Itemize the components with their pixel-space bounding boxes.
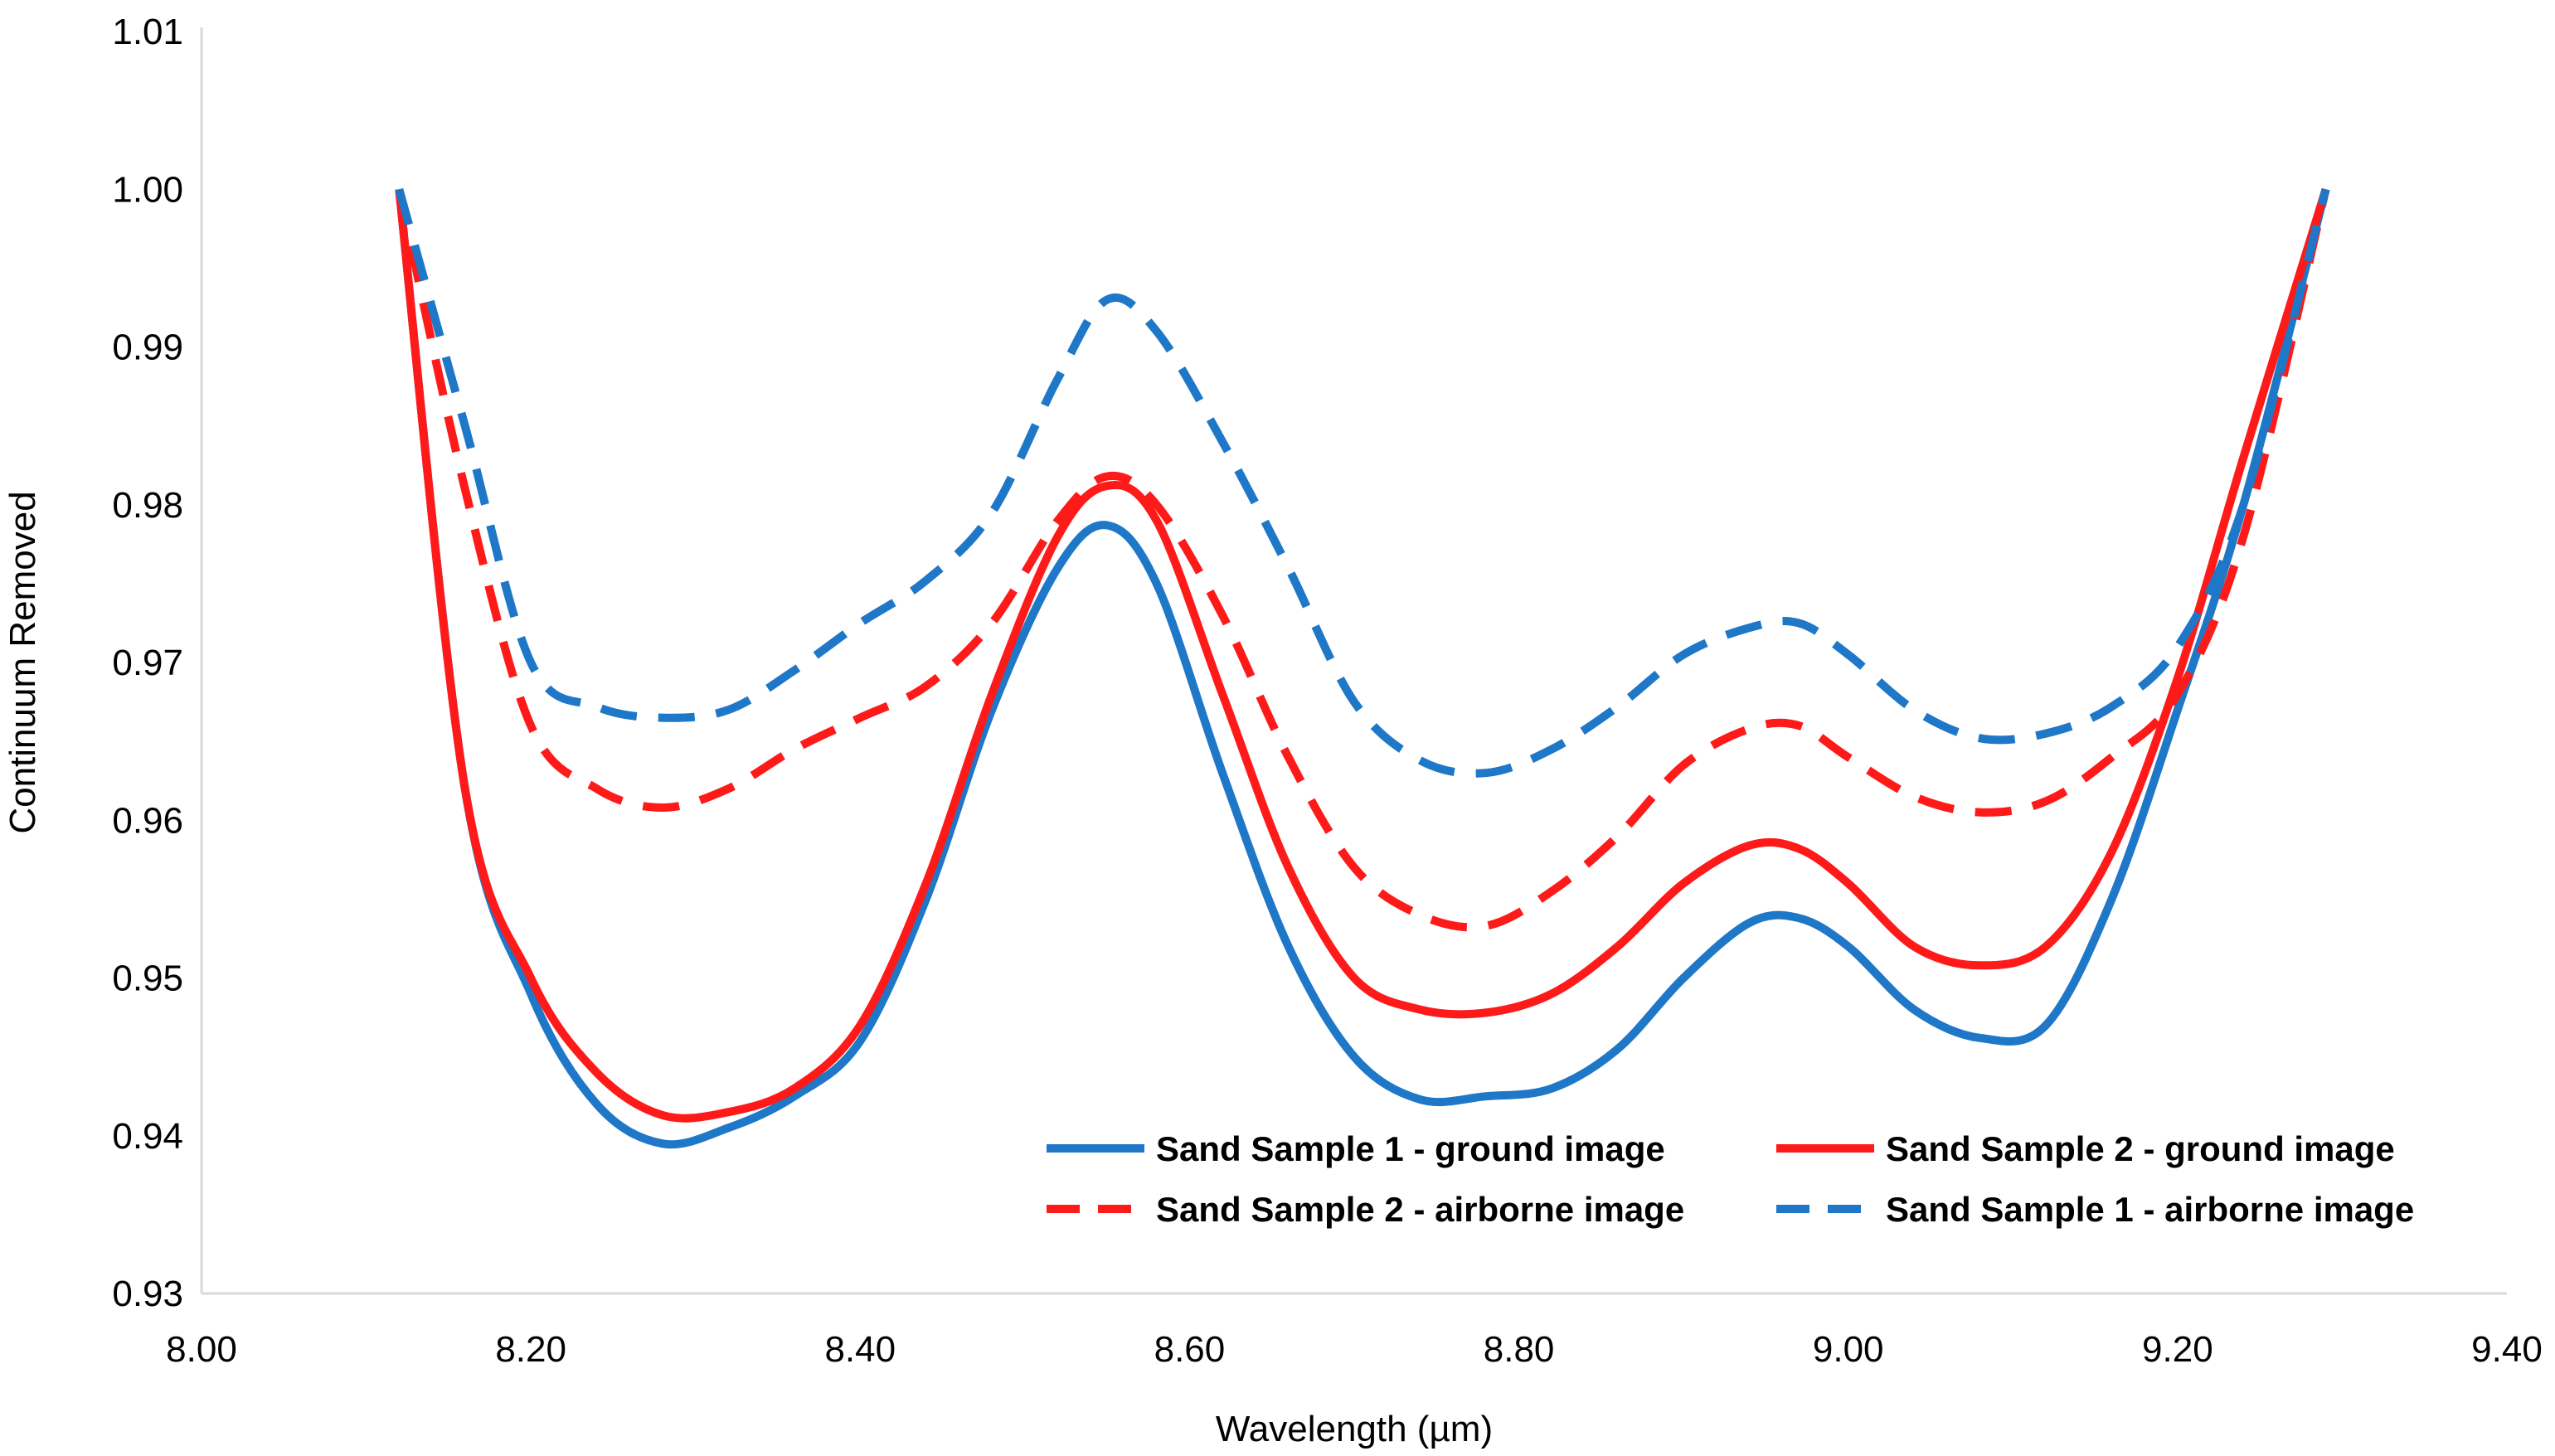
axes [200, 27, 2507, 1295]
y-tick-label: 0.96 [112, 800, 183, 841]
series-line-sand-sample-2-airborne-image [395, 188, 2330, 932]
series-line-sand-sample-1-ground-image [395, 188, 2330, 1149]
y-axis-title: Continuum Removed [2, 491, 43, 833]
legend-label: Sand Sample 1 - airborne image [1886, 1190, 2414, 1229]
y-tick-label: 0.99 [112, 328, 183, 368]
series-lines [395, 187, 2330, 1149]
x-tick-label: 8.60 [1154, 1329, 1226, 1370]
y-tick-label: 0.98 [112, 485, 183, 526]
series-line-sand-sample-2-ground-image [395, 187, 2330, 1123]
y-tick-label: 1.00 [112, 169, 183, 210]
x-axis-title: Wavelength (µm) [1216, 1409, 1493, 1449]
x-tick-label: 9.40 [2471, 1329, 2543, 1370]
y-tick-label: 0.94 [112, 1116, 183, 1157]
x-tick-label: 9.20 [2142, 1329, 2213, 1370]
x-tick-label: 9.00 [1813, 1329, 1884, 1370]
y-tick-label: 0.97 [112, 643, 183, 683]
y-tick-label: 1.01 [112, 12, 183, 52]
x-axis-ticks: 8.00 8.20 8.40 8.60 8.80 9.00 9.20 9.40 [166, 1329, 2543, 1370]
x-tick-label: 8.00 [166, 1329, 237, 1370]
y-axis-ticks: 0.93 0.94 0.95 0.96 0.97 0.98 0.99 1.00 1.01 [112, 12, 183, 1314]
legend-label: Sand Sample 2 - airborne image [1156, 1190, 1684, 1229]
legend-label: Sand Sample 2 - ground image [1886, 1129, 2395, 1168]
y-tick-label: 0.93 [112, 1274, 183, 1314]
legend-label: Sand Sample 1 - ground image [1156, 1129, 1665, 1168]
x-tick-label: 8.20 [495, 1329, 566, 1370]
x-tick-label: 8.80 [1484, 1329, 1555, 1370]
x-tick-label: 8.40 [824, 1329, 896, 1370]
y-tick-label: 0.95 [112, 959, 183, 999]
legend: Sand Sample 1 - ground image Sand Sample … [1047, 1129, 2414, 1229]
series-line-sand-sample-1-airborne-image [395, 187, 2330, 778]
